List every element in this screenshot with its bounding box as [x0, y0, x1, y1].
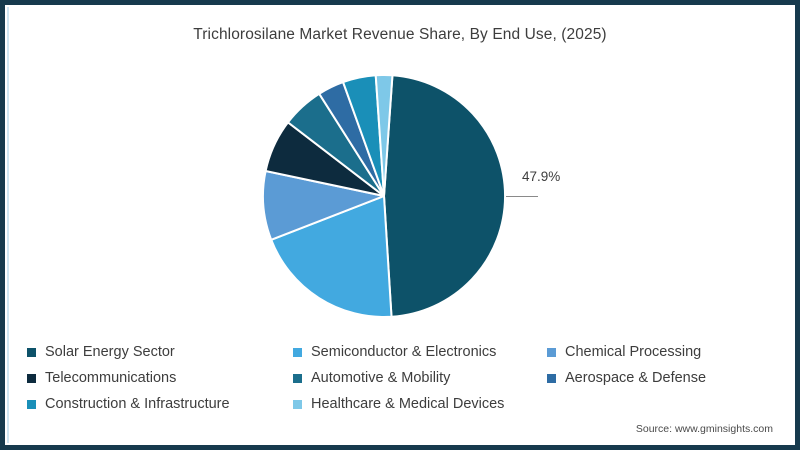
legend-item[interactable]: Semiconductor & Electronics: [293, 344, 547, 360]
pie-slice[interactable]: [374, 73, 394, 197]
legend-row: Solar Energy Sector Semiconductor & Elect…: [27, 339, 773, 365]
figure-border-bottom: [0, 445, 800, 450]
pie-chart: [9, 62, 791, 324]
chart-legend: Solar Energy Sector Semiconductor & Elect…: [27, 339, 773, 417]
legend-row: Telecommunications Automotive & Mobility A…: [27, 365, 773, 391]
legend-swatch-icon: [293, 373, 302, 383]
legend-label: Telecommunications: [45, 370, 177, 386]
pie-chart-svg: [262, 73, 538, 318]
slice-percentage-label: 47.9%: [522, 169, 561, 184]
legend-swatch-icon: [293, 399, 302, 409]
legend-swatch-icon: [27, 399, 36, 409]
pie-slice-group: [262, 73, 507, 318]
legend-swatch-icon: [547, 347, 556, 357]
legend-swatch-icon: [27, 373, 36, 383]
legend-swatch-icon: [27, 347, 36, 357]
legend-item[interactable]: Chemical Processing: [547, 344, 767, 360]
figure-border-right: [795, 0, 800, 450]
legend-label: Solar Energy Sector: [45, 344, 175, 360]
pie-slice[interactable]: [270, 195, 393, 318]
legend-item[interactable]: Healthcare & Medical Devices: [293, 396, 547, 412]
legend-label: Semiconductor & Electronics: [311, 344, 497, 360]
source-attribution: Source: www.gminsights.com: [635, 423, 773, 435]
legend-item[interactable]: Telecommunications: [27, 370, 293, 386]
legend-label: Construction & Infrastructure: [45, 396, 230, 412]
legend-item[interactable]: Construction & Infrastructure: [27, 396, 293, 412]
figure-border-top: [0, 0, 800, 5]
legend-label: Automotive & Mobility: [311, 370, 451, 386]
legend-row: Construction & Infrastructure Healthcare …: [27, 391, 773, 417]
legend-label: Chemical Processing: [565, 344, 702, 360]
legend-swatch-icon: [547, 373, 556, 383]
figure-border-left: [0, 0, 5, 450]
legend-item[interactable]: Aerospace & Defense: [547, 370, 767, 386]
legend-label: Aerospace & Defense: [565, 370, 707, 386]
legend-item[interactable]: Solar Energy Sector: [27, 344, 293, 360]
legend-item[interactable]: Automotive & Mobility: [293, 370, 547, 386]
legend-label: Healthcare & Medical Devices: [311, 396, 505, 412]
legend-swatch-icon: [293, 347, 302, 357]
chart-canvas: Trichlorosilane Market Revenue Share, By…: [9, 6, 791, 444]
pie-slice[interactable]: [383, 74, 507, 318]
chart-title: Trichlorosilane Market Revenue Share, By…: [193, 26, 607, 43]
